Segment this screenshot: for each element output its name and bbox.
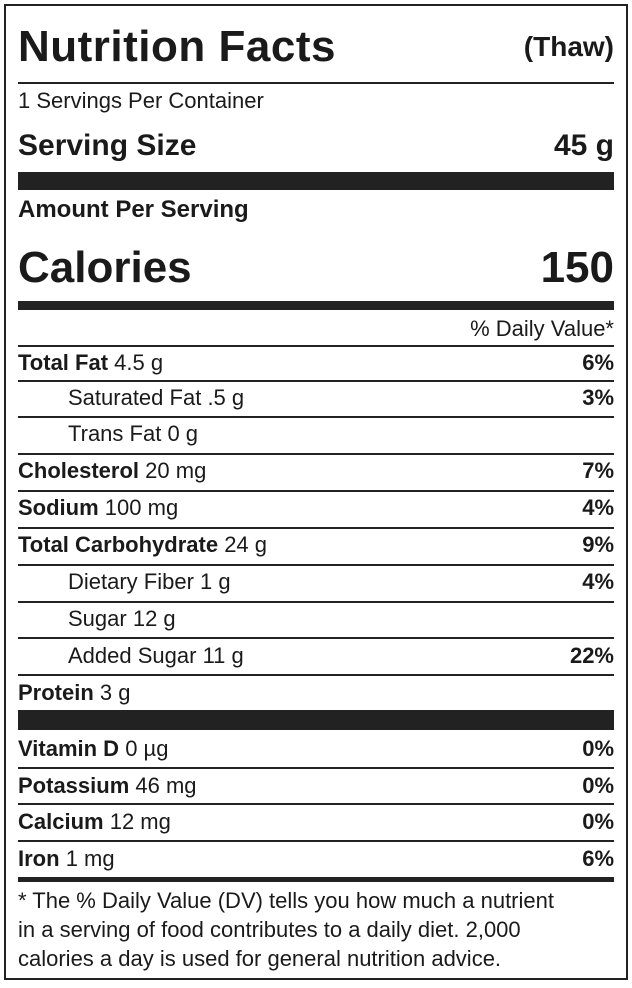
daily-value-footnote: * The % Daily Value (DV) tells you how m… — [18, 886, 614, 973]
nutrient-amount: 24 g — [224, 532, 268, 557]
divider — [18, 637, 614, 639]
nutrient-amount: 1 g — [200, 569, 231, 594]
calories-value: 150 — [540, 243, 614, 292]
divider — [18, 803, 614, 805]
nutrient-dv: 4% — [582, 569, 614, 594]
nutrient-dv: 7% — [582, 458, 614, 483]
medium-divider — [18, 301, 614, 310]
nutrient-row-protein: Protein 3 g — [18, 676, 614, 709]
label-qualifier: (Thaw) — [523, 31, 614, 62]
divider — [18, 453, 614, 455]
vitamin-dv: 0% — [582, 808, 614, 834]
vitamin-row-iron: Iron 1 mg 6% — [18, 842, 614, 875]
nutrient-row-trans-fat: Trans Fat 0 g — [18, 418, 614, 450]
vitamin-row-vitamin-d: Vitamin D 0 µg 0% — [18, 732, 614, 765]
nutrient-row-added-sugar: Added Sugar 11 g 22% — [18, 639, 614, 672]
divider — [18, 380, 614, 382]
vitamin-dv: 0% — [582, 772, 614, 798]
vitamin-amount: 12 mg — [109, 808, 171, 834]
nutrient-name: Protein — [18, 679, 94, 705]
nutrient-dv: 6% — [582, 350, 614, 375]
nutrient-name: Total Fat — [18, 350, 109, 375]
amount-per-serving-row: Amount Per Serving — [18, 195, 614, 225]
medium-divider — [18, 877, 614, 882]
nutrient-row-saturated-fat: Saturated Fat .5 g 3% — [18, 382, 614, 414]
daily-value-header-row: % Daily Value* — [18, 313, 614, 345]
vitamin-row-potassium: Potassium 46 mg 0% — [18, 769, 614, 802]
nutrient-name: Cholesterol — [18, 458, 140, 483]
divider — [18, 601, 614, 603]
divider — [18, 490, 614, 492]
thick-divider — [18, 710, 614, 730]
vitamin-dv: 0% — [582, 735, 614, 761]
daily-value-header: % Daily Value* — [470, 316, 614, 341]
footnote-line: * The % Daily Value (DV) tells you how m… — [18, 888, 554, 913]
divider — [18, 416, 614, 418]
nutrient-name: Dietary Fiber — [68, 569, 194, 594]
nutrient-row-sugar: Sugar 12 g — [18, 603, 614, 635]
nutrient-amount: 20 mg — [145, 458, 207, 483]
vitamin-name: Calcium — [18, 808, 104, 834]
nutrient-amount: 3 g — [99, 679, 131, 705]
divider — [18, 840, 614, 842]
label-header: Nutrition Facts (Thaw) — [18, 22, 614, 71]
nutrition-label: Nutrition Facts (Thaw) 1 Servings Per Co… — [4, 4, 628, 980]
vitamin-name: Iron — [18, 845, 60, 871]
vitamin-amount: 0 µg — [125, 735, 169, 761]
nutrient-dv: 9% — [582, 532, 614, 557]
nutrient-name: Sugar — [68, 606, 127, 631]
nutrient-amount: 12 g — [132, 606, 176, 631]
vitamin-name: Vitamin D — [18, 735, 120, 761]
nutrient-amount: 4.5 g — [114, 350, 164, 375]
label-title: Nutrition Facts — [18, 22, 336, 71]
nutrient-name: Saturated Fat — [68, 385, 202, 410]
amount-per-serving: Amount Per Serving — [18, 196, 249, 223]
nutrient-row-sodium: Sodium 100 mg 4% — [18, 492, 614, 524]
nutrient-name: Trans Fat — [68, 421, 162, 446]
footnote-line: calories a day is used for general nutri… — [18, 946, 502, 971]
divider — [18, 345, 614, 347]
serving-size-row: Serving Size 45 g — [18, 128, 614, 164]
nutrient-dv: 4% — [582, 495, 614, 520]
divider — [18, 82, 614, 84]
calories-label: Calories — [18, 243, 192, 292]
servings-per-container: 1 Servings Per Container — [18, 88, 264, 113]
nutrient-row-dietary-fiber: Dietary Fiber 1 g 4% — [18, 566, 614, 598]
nutrient-row-cholesterol: Cholesterol 20 mg 7% — [18, 455, 614, 487]
divider — [18, 767, 614, 769]
nutrient-name: Added Sugar — [68, 642, 197, 668]
servings-per-container-row: 1 Servings Per Container — [18, 86, 614, 116]
vitamin-name: Potassium — [18, 772, 130, 798]
serving-size-value: 45 g — [553, 129, 614, 162]
divider — [18, 527, 614, 529]
divider — [18, 674, 614, 676]
serving-size-label: Serving Size — [18, 129, 197, 162]
nutrient-dv: 22% — [569, 642, 614, 668]
nutrient-row-total-carbohydrate: Total Carbohydrate 24 g 9% — [18, 529, 614, 561]
nutrient-row-total-fat: Total Fat 4.5 g 6% — [18, 347, 614, 379]
nutrient-amount: 11 g — [202, 642, 244, 668]
nutrient-name: Total Carbohydrate — [18, 532, 219, 557]
vitamin-row-calcium: Calcium 12 mg 0% — [18, 805, 614, 838]
calories-row: Calories 150 — [18, 242, 614, 294]
nutrient-dv: 3% — [582, 385, 614, 410]
nutrient-amount: 100 mg — [104, 495, 179, 520]
nutrient-amount: .5 g — [207, 385, 245, 410]
vitamin-amount: 46 mg — [135, 772, 197, 798]
nutrient-name: Sodium — [18, 495, 99, 520]
vitamin-dv: 6% — [582, 845, 614, 871]
footnote-line: in a serving of food contributes to a da… — [18, 917, 521, 942]
divider — [18, 564, 614, 566]
thick-divider — [18, 172, 614, 190]
nutrient-amount: 0 g — [167, 421, 199, 446]
vitamin-amount: 1 mg — [65, 845, 115, 871]
